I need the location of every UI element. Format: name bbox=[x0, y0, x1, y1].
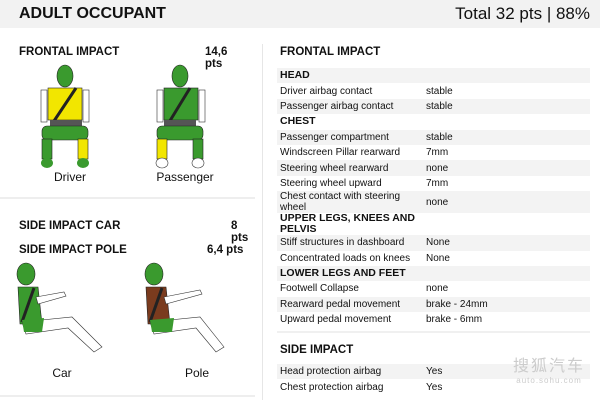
passenger-caption: Passenger bbox=[156, 170, 214, 184]
row-label: Steering wheel upward bbox=[280, 177, 382, 189]
row-label: HEAD bbox=[280, 69, 310, 82]
table-row: Passenger airbag contact stable bbox=[277, 98, 590, 115]
row-label: Concentrated loads on knees bbox=[280, 252, 411, 264]
table-row: Concentrated loads on knees None bbox=[277, 251, 590, 266]
table-row: Windscreen Pillar rearward 7mm bbox=[277, 145, 590, 160]
row-value: none bbox=[426, 196, 449, 208]
row-label: Passenger compartment bbox=[280, 131, 389, 143]
table-row: Driver airbag contact stable bbox=[277, 83, 590, 98]
row-value: none bbox=[426, 162, 449, 174]
side-impact-detail-title: SIDE IMPACT bbox=[280, 344, 354, 356]
car-side-dummy-figure bbox=[16, 262, 103, 353]
table-row: Chest contact with steering wheel none bbox=[277, 191, 590, 214]
row-label: Steering wheel rearward bbox=[280, 162, 389, 174]
row-value: Yes bbox=[426, 381, 443, 393]
row-label: Head protection airbag bbox=[280, 366, 382, 378]
divider bbox=[0, 395, 255, 397]
table-row: Head protection airbag Yes bbox=[277, 364, 590, 380]
side-impact-table: Head protection airbag Yes Chest protectio… bbox=[277, 364, 590, 395]
table-section-header: LOWER LEGS AND FEET bbox=[277, 265, 590, 282]
table-section-header: CHEST bbox=[277, 114, 590, 129]
table-section-header: HEAD bbox=[277, 68, 590, 84]
row-label: Footwell Collapse bbox=[280, 283, 359, 295]
row-label: CHEST bbox=[280, 115, 316, 128]
frontal-impact-detail-title: FRONTAL IMPACT bbox=[280, 46, 381, 58]
frontal-impact-pts: 14,6 pts bbox=[205, 46, 228, 70]
row-value: None bbox=[426, 252, 450, 264]
row-value: None bbox=[426, 237, 450, 249]
car-caption: Car bbox=[52, 366, 72, 380]
divider bbox=[0, 197, 255, 199]
row-label: Windscreen Pillar rearward bbox=[280, 147, 401, 159]
section-title: ADULT OCCUPANT bbox=[19, 5, 166, 22]
side-impact-pole-pts: 6,4 pts bbox=[207, 244, 244, 256]
row-value: brake - 6mm bbox=[426, 314, 483, 326]
frontal-impact-table: HEAD Driver airbag contact stable Passenger… bbox=[277, 68, 590, 327]
table-row: Steering wheel upward 7mm bbox=[277, 176, 590, 191]
watermark: 搜狐汽车 auto.sohu.com bbox=[513, 358, 586, 385]
table-row: Passenger compartment stable bbox=[277, 129, 590, 145]
divider bbox=[277, 331, 590, 333]
row-label: UPPER LEGS, KNEES AND PELVIS bbox=[280, 212, 415, 236]
row-label: Passenger airbag contact bbox=[280, 100, 394, 112]
row-value: brake - 24mm bbox=[426, 298, 488, 310]
row-label: Rearward pedal movement bbox=[280, 298, 401, 310]
pole-caption: Pole bbox=[184, 366, 210, 380]
table-row: Stiff structures in dashboard None bbox=[277, 235, 590, 251]
driver-caption: Driver bbox=[54, 170, 86, 184]
row-value: Yes bbox=[426, 366, 443, 378]
row-value: stable bbox=[426, 85, 453, 97]
row-label: Chest protection airbag bbox=[280, 381, 384, 393]
side-impact-car-label: SIDE IMPACT CAR bbox=[19, 220, 121, 232]
table-row: Chest protection airbag Yes bbox=[277, 379, 590, 394]
table-section-header: UPPER LEGS, KNEES AND PELVIS bbox=[277, 213, 590, 235]
row-label: Stiff structures in dashboard bbox=[280, 237, 405, 249]
row-value: none bbox=[426, 283, 449, 295]
total-score: Total 32 pts | 88% bbox=[455, 4, 590, 23]
row-value: stable bbox=[426, 100, 453, 112]
side-impact-car-pts: 8 pts bbox=[231, 220, 249, 244]
table-row: Footwell Collapse none bbox=[277, 281, 590, 296]
row-label: Upward pedal movement bbox=[280, 314, 392, 326]
column-divider bbox=[262, 44, 263, 400]
pole-side-dummy-figure bbox=[144, 262, 225, 353]
table-row: Upward pedal movement brake - 6mm bbox=[277, 312, 590, 327]
row-label: Driver airbag contact bbox=[280, 85, 373, 97]
section-header: ADULT OCCUPANT Total 32 pts | 88% bbox=[0, 0, 600, 28]
row-value: stable bbox=[426, 131, 453, 143]
row-value: 7mm bbox=[426, 177, 449, 189]
driver-dummy-figure bbox=[40, 64, 90, 168]
table-row: Steering wheel rearward none bbox=[277, 160, 590, 176]
side-impact-pole-label: SIDE IMPACT POLE bbox=[19, 244, 127, 256]
row-label: Chest contact with steering wheel bbox=[280, 191, 401, 214]
row-label: LOWER LEGS AND FEET bbox=[280, 267, 406, 280]
frontal-impact-label: FRONTAL IMPACT bbox=[19, 46, 120, 58]
row-value: 7mm bbox=[426, 147, 449, 159]
passenger-dummy-figure bbox=[155, 64, 206, 169]
table-row: Rearward pedal movement brake - 24mm bbox=[277, 296, 590, 313]
